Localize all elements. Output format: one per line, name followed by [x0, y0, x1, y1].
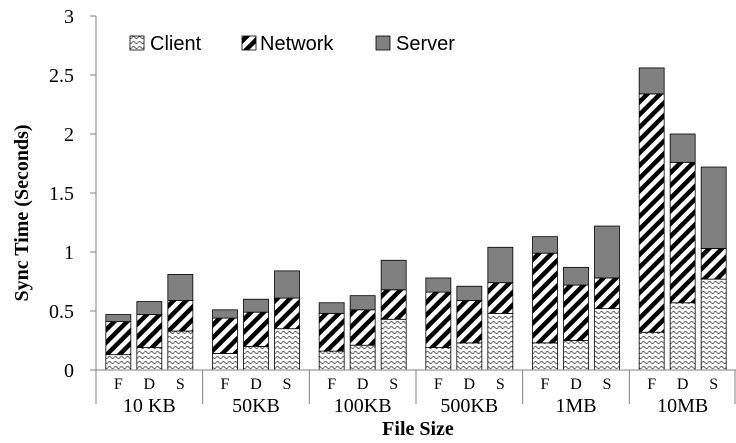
bar-segment-client: [167, 330, 194, 371]
x-group-label: 1MB: [555, 395, 596, 417]
bar-segment-network: [425, 291, 452, 348]
legend-swatch-server: [375, 35, 391, 51]
bar-segment-server: [594, 225, 620, 279]
bar-segment-network: [212, 317, 238, 354]
x-group-label: 10 KB: [123, 395, 176, 417]
x-sub-label: S: [176, 376, 185, 393]
bar-segment-network: [532, 252, 558, 344]
x-sub-label: S: [603, 376, 612, 393]
x-sub-label: F: [327, 376, 336, 393]
bar-segment-client: [563, 340, 589, 371]
bar-segment-server: [318, 302, 345, 314]
legend-label-server: Server: [396, 33, 455, 55]
x-sub-label: F: [434, 376, 443, 393]
legend-label-client: Client: [150, 33, 202, 55]
bar-segment-server: [425, 277, 452, 293]
bar-segment-network: [487, 282, 514, 314]
bar-segment-client: [136, 347, 163, 371]
bar-segment-server: [136, 301, 163, 315]
bar-segment-network: [136, 314, 163, 348]
x-sub-label: F: [647, 376, 656, 393]
y-tick-label: 0: [64, 360, 74, 382]
bar-segment-client: [380, 318, 407, 371]
y-tick-label: 3: [64, 6, 74, 28]
bar-segment-network: [318, 312, 345, 352]
bar-segment-client: [425, 347, 452, 371]
bar-segment-client: [105, 354, 132, 371]
bar-segment-server: [243, 298, 269, 313]
bar-segment-server: [380, 259, 407, 291]
bar-segment-server: [532, 236, 558, 254]
x-sub-label: S: [709, 376, 718, 393]
bar-segment-server: [563, 266, 589, 286]
y-tick-label: 2.5: [49, 65, 74, 87]
x-sub-label: D: [677, 376, 689, 393]
bars-layer: [105, 67, 727, 371]
bar-segment-server: [167, 274, 194, 301]
x-sub-label: S: [496, 376, 505, 393]
bar-segment-client: [669, 302, 696, 371]
x-sub-label: F: [541, 376, 550, 393]
bar-segment-server: [487, 246, 514, 284]
bar-segment-client: [487, 312, 514, 371]
bar-segment-client: [700, 278, 727, 371]
x-group-label: 50KB: [232, 395, 280, 417]
x-sub-label: D: [144, 376, 156, 393]
x-sub-label: D: [250, 376, 262, 393]
y-tick-label: 2: [64, 124, 74, 146]
bar-segment-network: [638, 93, 665, 333]
x-sub-label: F: [221, 376, 230, 393]
bar-segment-network: [594, 277, 620, 310]
bar-segment-network: [380, 289, 407, 320]
bar-segment-network: [456, 299, 483, 344]
x-axis-title: File Size: [382, 418, 454, 440]
bar-segment-client: [638, 331, 665, 371]
bar-segment-server: [456, 285, 483, 301]
bar-segment-client: [318, 350, 345, 371]
x-sub-label: S: [283, 376, 292, 393]
legend: Client Network Server: [129, 33, 455, 55]
bar-segment-client: [243, 345, 269, 371]
x-sub-label: D: [357, 376, 369, 393]
bar-segment-network: [669, 161, 696, 304]
bar-segment-server: [274, 270, 300, 299]
bar-segment-server: [638, 67, 665, 95]
bar-segment-client: [532, 342, 558, 371]
bar-segment-server: [669, 133, 696, 163]
x-group-label: 100KB: [334, 395, 392, 417]
x-sub-label: F: [114, 376, 123, 393]
bar-segment-client: [349, 344, 376, 371]
bar-segment-network: [563, 284, 589, 341]
legend-label-network: Network: [260, 33, 334, 55]
bar-segment-network: [274, 297, 300, 330]
x-sub-label: S: [389, 376, 398, 393]
x-sub-label: D: [464, 376, 476, 393]
bar-segment-server: [105, 314, 132, 323]
bar-segment-client: [456, 342, 483, 371]
legend-swatch-client: [129, 35, 145, 51]
y-tick-label: 1: [64, 242, 74, 264]
bar-segment-server: [212, 309, 238, 319]
x-group-label: 10MB: [657, 395, 708, 417]
x-group-label: 500KB: [440, 395, 498, 417]
bar-segment-network: [243, 311, 269, 347]
x-sub-label: D: [570, 376, 582, 393]
bar-segment-network: [105, 321, 132, 356]
legend-swatch-network: [241, 35, 257, 51]
bar-segment-server: [349, 295, 376, 311]
y-axis-title: Sync Time (Seconds): [11, 124, 33, 301]
bar-segment-client: [212, 353, 238, 371]
bar-segment-client: [274, 328, 300, 371]
bar-segment-network: [349, 309, 376, 346]
bar-segment-network: [700, 248, 727, 280]
y-tick-label: 1.5: [49, 183, 74, 205]
y-axis: 0 0.5 1 1.5 2 2.5 3: [49, 6, 97, 382]
bar-segment-client: [594, 308, 620, 371]
bar-segment-network: [167, 299, 194, 332]
y-tick-label: 0.5: [49, 301, 74, 323]
bar-segment-server: [700, 166, 727, 249]
